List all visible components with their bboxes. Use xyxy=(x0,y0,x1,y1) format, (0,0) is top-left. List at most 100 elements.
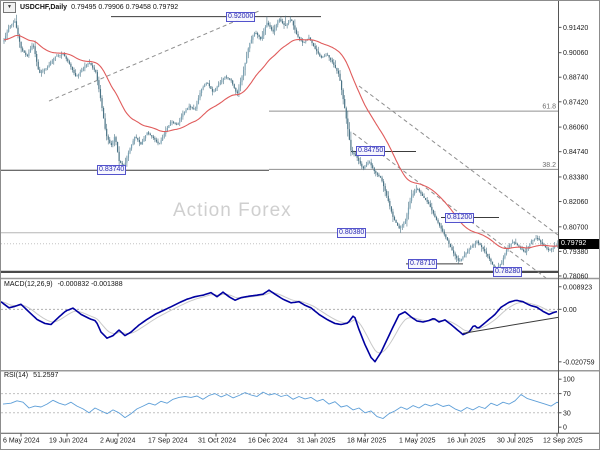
candle-body xyxy=(504,253,506,258)
candle-body xyxy=(235,87,237,92)
candle-body xyxy=(333,62,335,65)
candle-body xyxy=(36,54,38,62)
candle-body xyxy=(406,214,408,222)
candle-body xyxy=(535,238,537,240)
current-price-tag: 0.79792 xyxy=(559,238,599,249)
candle-body xyxy=(340,80,343,90)
candle-body xyxy=(546,247,548,249)
candle-body xyxy=(440,225,442,229)
candle-body xyxy=(417,189,419,190)
candle-body xyxy=(249,43,251,49)
candle-body xyxy=(443,231,445,235)
candle-body xyxy=(320,56,322,58)
candle-body xyxy=(51,60,53,63)
candle-body xyxy=(518,245,520,247)
candle-body xyxy=(316,48,318,52)
candle-body xyxy=(6,31,8,36)
candle-body xyxy=(359,160,361,164)
candle-body xyxy=(319,53,321,56)
candle-body xyxy=(165,130,167,134)
candle-body xyxy=(4,35,7,40)
price-axis-label: 0.88740 xyxy=(563,75,588,82)
candle-body xyxy=(194,108,196,110)
candle-body xyxy=(305,40,307,42)
candle-body xyxy=(308,37,310,39)
candle-body xyxy=(3,39,5,42)
candle-body xyxy=(20,41,22,49)
candle-body xyxy=(552,247,554,249)
candle-body xyxy=(113,137,116,142)
candle-body xyxy=(393,216,396,220)
candle-body xyxy=(532,240,534,242)
candle-body xyxy=(115,137,117,142)
candle-body xyxy=(26,54,28,56)
candle-body xyxy=(451,247,453,251)
candle-body xyxy=(219,82,221,85)
candle-body xyxy=(481,245,483,247)
candle-body xyxy=(460,258,462,261)
moving-average-line xyxy=(3,34,558,249)
candle-body xyxy=(191,107,193,109)
candle-body xyxy=(322,56,324,58)
candle-body xyxy=(551,248,553,250)
candle-body xyxy=(389,201,391,207)
trendline-dashed xyxy=(48,10,260,102)
candle-body xyxy=(482,247,484,250)
candle-body xyxy=(339,73,341,81)
candle-body xyxy=(225,76,228,78)
candle-body xyxy=(74,73,77,77)
candle-body xyxy=(330,57,332,60)
candle-body xyxy=(151,135,153,137)
candle-body xyxy=(135,136,137,138)
candle-body xyxy=(190,106,192,108)
candle-body xyxy=(188,106,190,108)
candle-body xyxy=(281,21,284,24)
candle-body xyxy=(233,84,235,88)
candle-body xyxy=(476,241,478,243)
candle-body xyxy=(46,67,49,69)
macd-line xyxy=(1,289,558,363)
candle-body xyxy=(34,46,36,54)
candle-body xyxy=(386,190,388,196)
candle-body xyxy=(134,136,136,141)
candle-body xyxy=(42,70,44,72)
candle-body xyxy=(120,160,122,163)
candle-body xyxy=(104,118,106,129)
price-axis-label: 0.87420 xyxy=(563,99,588,106)
candle-body xyxy=(228,78,231,80)
candle-body xyxy=(434,213,436,217)
candle-body xyxy=(409,200,411,208)
candle-body xyxy=(312,43,315,46)
macd-label: MACD(12,26,9) xyxy=(4,281,53,288)
candle-body xyxy=(241,76,243,82)
candle-body xyxy=(110,143,112,145)
candle-body xyxy=(289,19,291,22)
candle-body xyxy=(84,66,86,69)
watermark: Action Forex xyxy=(173,200,292,221)
candle-body xyxy=(429,203,431,207)
candle-body xyxy=(261,35,263,39)
candle-body xyxy=(204,84,206,87)
candle-body xyxy=(90,63,92,66)
candle-body xyxy=(57,55,60,57)
macd-trendline xyxy=(462,316,559,334)
date-axis-label: 6 May 2024 xyxy=(3,438,40,445)
candle-body xyxy=(106,128,108,137)
date-axis-label: 17 Sep 2024 xyxy=(148,438,188,445)
candle-body xyxy=(88,63,91,64)
candle-body xyxy=(95,69,97,73)
candle-body xyxy=(213,91,215,92)
symbol-dropdown-button[interactable]: ▼ xyxy=(3,2,16,13)
candle-body xyxy=(130,144,133,149)
candle-body xyxy=(501,261,503,265)
macd-axis-label: 0.008923 xyxy=(563,284,592,291)
date-axis-label: 19 Jun 2024 xyxy=(49,438,88,445)
date-axis-label: 31 Oct 2024 xyxy=(198,438,236,445)
candle-body xyxy=(132,140,134,145)
candle-body xyxy=(154,137,156,140)
candle-body xyxy=(146,132,148,136)
candle-body xyxy=(373,168,375,172)
candle-body xyxy=(283,23,285,25)
candle-body xyxy=(118,151,120,161)
candle-body xyxy=(267,22,270,25)
